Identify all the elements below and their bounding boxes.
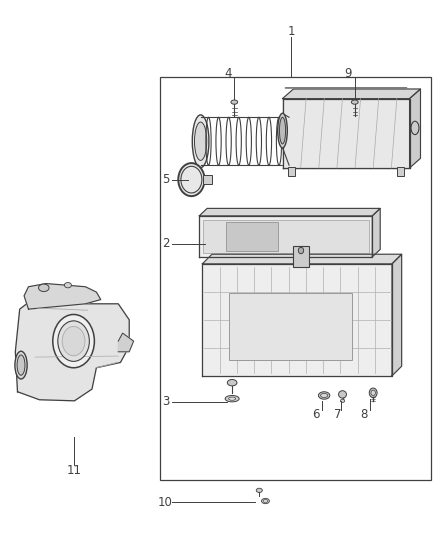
Ellipse shape (227, 379, 237, 386)
Ellipse shape (192, 115, 209, 168)
Text: 1: 1 (287, 26, 295, 38)
Polygon shape (283, 99, 410, 168)
Bar (226, 222, 278, 251)
Ellipse shape (231, 100, 238, 104)
Polygon shape (372, 208, 380, 257)
Ellipse shape (62, 326, 85, 356)
Polygon shape (392, 254, 402, 376)
Text: 10: 10 (158, 496, 173, 508)
Polygon shape (24, 284, 101, 309)
Ellipse shape (194, 122, 207, 160)
Ellipse shape (17, 355, 25, 375)
Text: 6: 6 (312, 408, 320, 421)
Polygon shape (202, 254, 402, 264)
Ellipse shape (229, 397, 236, 400)
Text: 8: 8 (360, 408, 367, 421)
Ellipse shape (39, 284, 49, 292)
Ellipse shape (298, 247, 304, 254)
Ellipse shape (225, 395, 239, 402)
Bar (293, 246, 309, 266)
Bar (203, 220, 369, 253)
Ellipse shape (340, 399, 345, 402)
Bar (203, 175, 212, 184)
Polygon shape (118, 333, 134, 352)
Ellipse shape (351, 100, 358, 104)
Text: 3: 3 (162, 395, 169, 408)
Bar (288, 167, 295, 176)
Bar (229, 293, 352, 360)
Ellipse shape (15, 351, 27, 379)
Ellipse shape (339, 391, 346, 398)
Ellipse shape (278, 114, 287, 148)
Ellipse shape (64, 282, 71, 288)
Ellipse shape (318, 392, 330, 399)
Ellipse shape (263, 499, 268, 503)
Ellipse shape (53, 314, 95, 368)
Ellipse shape (178, 163, 205, 196)
Polygon shape (15, 296, 129, 401)
Text: 4: 4 (224, 67, 232, 80)
Polygon shape (283, 89, 420, 99)
Text: 5: 5 (162, 173, 169, 186)
Ellipse shape (371, 390, 375, 395)
Ellipse shape (321, 393, 328, 398)
Text: 11: 11 (67, 464, 82, 477)
Ellipse shape (261, 498, 269, 504)
Ellipse shape (256, 488, 262, 492)
Ellipse shape (369, 388, 377, 398)
Bar (397, 167, 404, 176)
Text: 2: 2 (162, 237, 170, 250)
Bar (160, 77, 431, 480)
Polygon shape (410, 89, 420, 168)
Polygon shape (199, 216, 372, 257)
Text: 9: 9 (344, 67, 352, 80)
Ellipse shape (411, 122, 419, 135)
Ellipse shape (58, 321, 89, 361)
Polygon shape (202, 264, 392, 376)
Ellipse shape (279, 117, 286, 144)
Text: 7: 7 (333, 408, 341, 421)
Polygon shape (199, 208, 380, 216)
